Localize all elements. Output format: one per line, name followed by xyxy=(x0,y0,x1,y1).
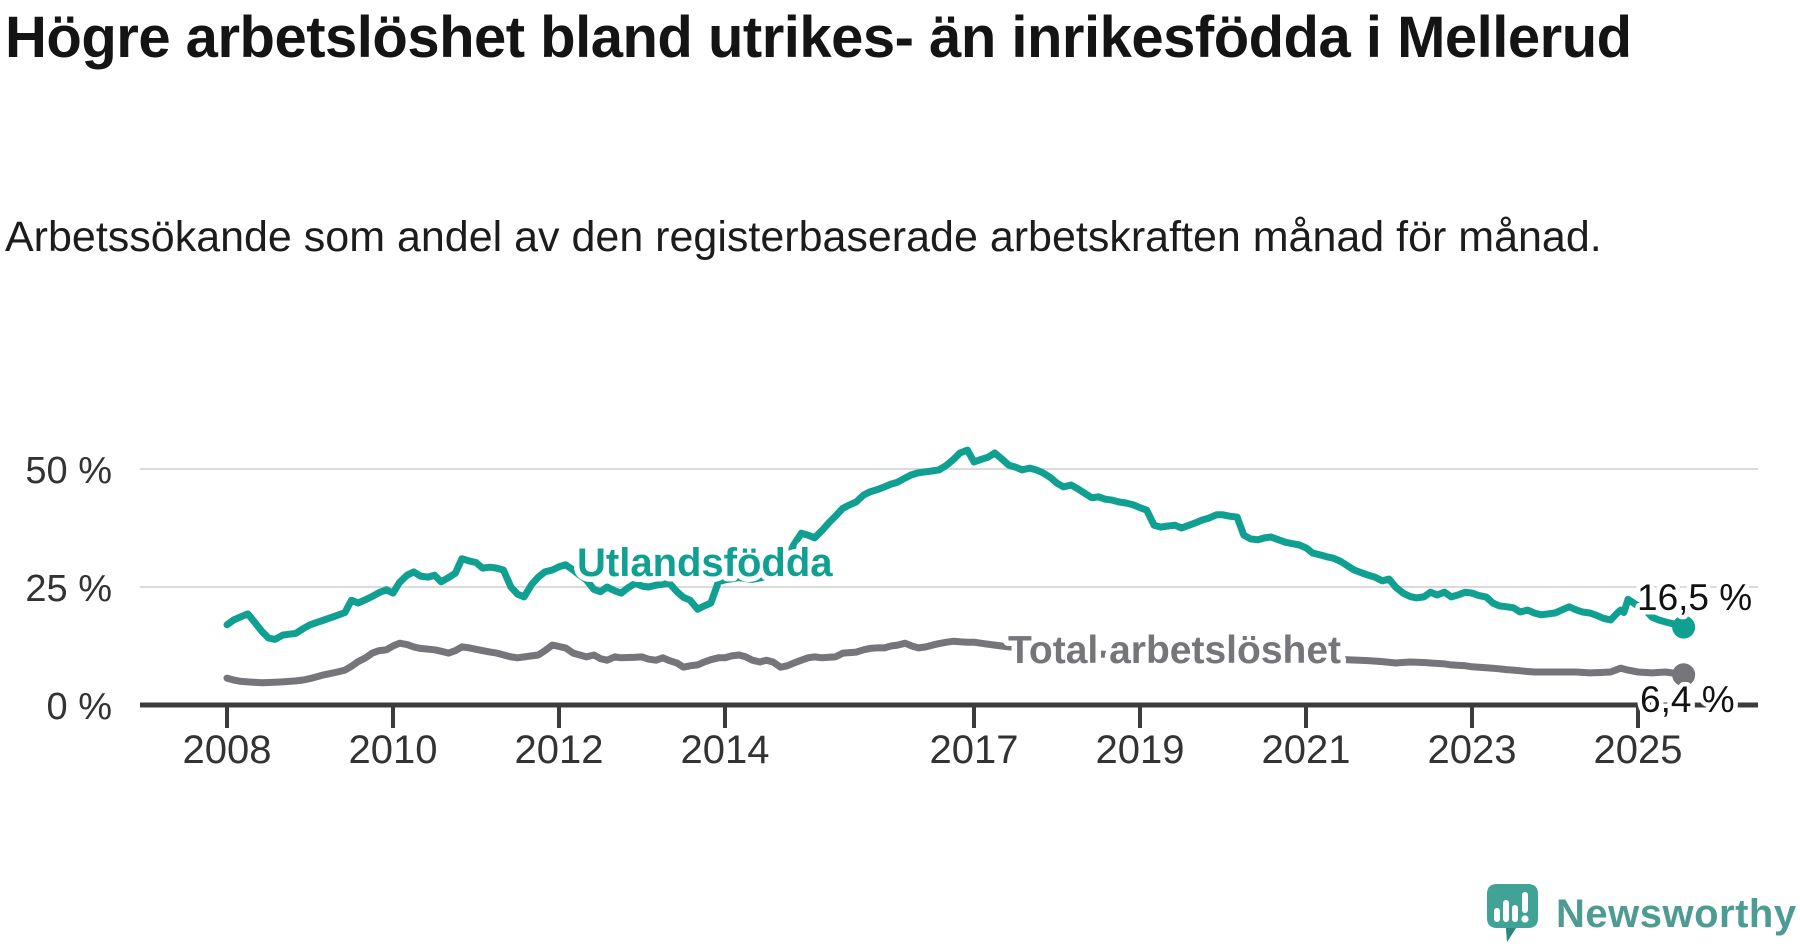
series-end-dot xyxy=(1672,663,1696,687)
series-label: Total arbetslöshet xyxy=(1008,629,1341,672)
y-axis-tick-label: 0 % xyxy=(47,686,112,728)
x-axis-tick-label: 2017 xyxy=(930,728,1019,772)
x-axis-tick-label: 2012 xyxy=(515,728,604,772)
series-end-value-label: 6,4 % xyxy=(1640,679,1735,720)
x-axis-tick-label: 2021 xyxy=(1262,728,1351,772)
y-axis-tick-label: 25 % xyxy=(25,568,112,610)
chart-title: Högre arbetslöshet bland utrikes- än inr… xyxy=(5,5,1632,70)
series-end-dot xyxy=(1672,615,1696,639)
series-line-total xyxy=(223,637,1688,687)
x-axis-tick-label: 2014 xyxy=(681,728,770,772)
x-axis-tick-label: 2010 xyxy=(349,728,438,772)
newsworthy-speech-bubble-chart-icon xyxy=(1487,884,1538,942)
x-axis-tick-label: 2008 xyxy=(183,728,272,772)
y-axis-tick-label: 50 % xyxy=(25,450,112,492)
x-axis-tick-label: 2019 xyxy=(1096,728,1185,772)
x-axis-tick-label: 2023 xyxy=(1428,728,1517,772)
x-axis-tick-label: 2025 xyxy=(1594,728,1683,772)
brand-name: Newsworthy xyxy=(1556,891,1797,936)
newsworthy-branding: Newsworthy xyxy=(1486,884,1797,943)
chart-subtitle: Arbetssökande som andel av den registerb… xyxy=(5,213,1602,261)
series-label: Utlandsfödda xyxy=(577,541,833,585)
series-end-value-label: 16,5 % xyxy=(1637,577,1752,618)
series-line-utlandsfodda xyxy=(223,446,1688,643)
